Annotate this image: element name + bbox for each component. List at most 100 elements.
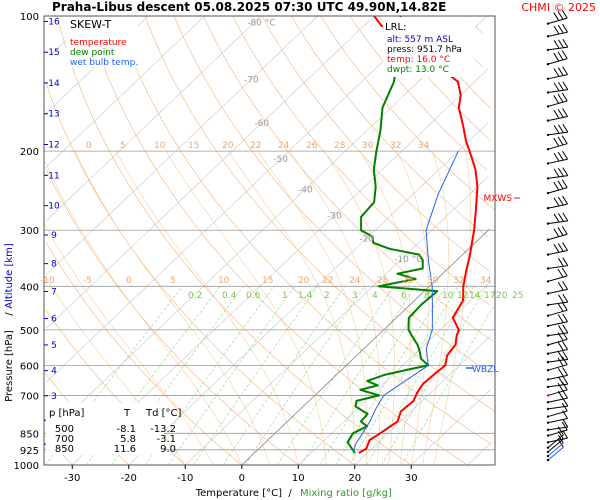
levels-row-500-t: -8.1	[116, 424, 136, 435]
mixing-ratio-label: 1	[282, 291, 288, 301]
isotherm-line	[44, 15, 205, 169]
levels-header-p: p [hPa]	[49, 408, 84, 419]
wind-barb-flag	[558, 351, 564, 361]
wind-barb-dot	[546, 62, 550, 66]
theta-label: 30	[362, 141, 374, 151]
mxws-marker: MXWS	[483, 194, 520, 204]
wind-barb-flag	[557, 268, 564, 278]
dry-adiabat	[45, 309, 186, 466]
wind-barb-shaft	[547, 349, 568, 355]
pressure-tick-label: 850	[20, 429, 39, 440]
wind-barb-dot	[546, 35, 550, 38]
wind-barb-flag	[557, 151, 564, 161]
wind-barb-flag	[557, 11, 564, 20]
mixing-ratio-label: 12	[457, 291, 468, 301]
wind-barb-shaft	[547, 358, 568, 363]
wind-barb-flag	[557, 24, 564, 34]
wind-barb-shaft	[547, 158, 568, 164]
levels-table: p [hPa] T Td [°C] 500 -8.1 -13.2 700 5.8…	[46, 403, 182, 455]
wind-barb-flag	[562, 212, 569, 222]
wind-barb-flag	[557, 243, 564, 252]
wind-barb-flag	[561, 92, 568, 102]
isotherm-label: -80 °C	[247, 19, 275, 29]
wind-barb-flag	[561, 301, 568, 311]
wind-barb-flag	[562, 66, 568, 75]
wind-barb-dot	[546, 148, 550, 151]
moist-adiabat	[44, 160, 243, 466]
wind-barb-flag	[561, 135, 568, 144]
theta-label: 30	[427, 276, 439, 286]
wind-barb-flag	[553, 168, 560, 178]
wind-barb-shaft	[547, 46, 568, 51]
wind-barb-flag	[557, 136, 564, 146]
legend-wet-bulb: wet bulb temp.	[70, 58, 138, 68]
wind-barb-shaft	[547, 31, 568, 37]
wind-barb-dot	[546, 267, 550, 270]
wind-barb-flag	[557, 93, 564, 103]
pressure-tick-label: 400	[20, 282, 39, 293]
isotherm-line	[46, 15, 375, 329]
wind-barb-flag	[562, 341, 568, 350]
wind-barb-flag	[561, 267, 568, 277]
wind-barb-flag	[557, 196, 564, 206]
wind-barb-dot	[546, 343, 550, 347]
isotherm-line	[72, 69, 489, 466]
dry-adiabat	[45, 242, 242, 466]
altitude-tick-label: 4	[51, 367, 57, 377]
altitude-tick-label: 11	[48, 171, 59, 181]
lrl-pressure: press: 951.7 hPa	[387, 45, 462, 55]
theta-label: 10	[218, 276, 230, 286]
isotherm-label: -20	[359, 235, 374, 245]
wind-barb-flag	[562, 108, 568, 117]
wind-barb-dot	[546, 324, 550, 328]
wind-barb-flag	[553, 52, 560, 62]
wind-barb-dot	[546, 238, 550, 241]
theta-label: 26	[306, 141, 318, 151]
mixing-ratio-label: 0.2	[188, 291, 202, 301]
wind-barb-shaft	[547, 275, 568, 282]
mixing-ratio-label: 10	[442, 291, 454, 301]
isotherm-line	[128, 122, 489, 466]
wind-barb-flag	[562, 324, 569, 334]
wind-barb-shaft	[547, 17, 568, 25]
wind-barb-shaft	[547, 143, 568, 150]
wind-barb-dot	[546, 441, 550, 444]
moist-adiabat	[44, 276, 186, 466]
wind-barb-flag	[553, 110, 560, 119]
wind-barb-dot	[546, 352, 550, 355]
isotherm-label: -30	[327, 212, 342, 222]
mixing-ratio-label: 25	[512, 291, 523, 301]
mixing-ratio-label: 17	[484, 291, 495, 301]
wind-barb-dot	[546, 119, 550, 122]
wind-barb-flag	[558, 294, 564, 304]
wind-barb-flag	[557, 342, 564, 351]
pressure-tick-label: 600	[20, 361, 39, 372]
wind-barb-flag	[558, 325, 564, 334]
wind-barb-flag	[562, 313, 568, 323]
altitude-tick-label: 13	[48, 110, 59, 120]
wind-barb-dot	[546, 434, 550, 437]
altitude-tick-label: 6	[51, 315, 57, 325]
wind-barb-flag	[558, 82, 564, 91]
wind-barb-shaft	[547, 442, 564, 457]
pressure-tick-label: 200	[20, 147, 39, 158]
x-tick-label: 10	[292, 473, 305, 484]
theta-label: 5	[170, 276, 176, 286]
pressure-tick-label: 925	[20, 446, 39, 457]
wind-barb-flag	[557, 67, 564, 76]
isotherm-label: -10 °C	[394, 255, 422, 265]
isotherm-line	[467, 441, 492, 466]
wind-barb-dot	[546, 253, 550, 256]
moist-adiabat	[44, 223, 214, 466]
levels-row-850-p: 850	[55, 444, 74, 455]
wind-barb-flag	[553, 137, 560, 147]
wind-barb-dot	[546, 22, 550, 25]
y-axis-label-pressure: Pressure [hPa]	[4, 330, 15, 402]
chmi-credit[interactable]: CHMI © 2025	[521, 1, 596, 14]
wind-barbs	[546, 9, 569, 462]
isotherm-line	[354, 335, 491, 466]
levels-row-500-p: 500	[55, 424, 74, 435]
wind-barb-shaft	[547, 233, 568, 241]
wind-barb-shaft	[547, 405, 568, 410]
isotherm-line	[45, 15, 262, 222]
